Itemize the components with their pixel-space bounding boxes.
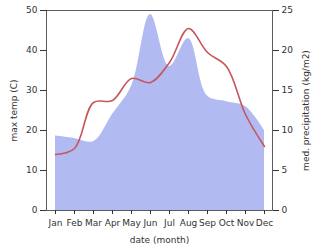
svg-text:Mar: Mar bbox=[85, 218, 102, 228]
svg-text:40: 40 bbox=[26, 45, 38, 55]
svg-text:20: 20 bbox=[26, 125, 38, 135]
svg-text:0: 0 bbox=[282, 205, 288, 215]
svg-text:date (month): date (month) bbox=[130, 235, 189, 245]
svg-text:10: 10 bbox=[26, 165, 38, 175]
svg-text:Feb: Feb bbox=[67, 218, 83, 228]
svg-text:10: 10 bbox=[282, 125, 294, 135]
svg-text:Jun: Jun bbox=[142, 218, 157, 228]
svg-text:Jul: Jul bbox=[163, 218, 175, 228]
svg-text:5: 5 bbox=[282, 165, 288, 175]
svg-text:0: 0 bbox=[32, 205, 38, 215]
svg-text:20: 20 bbox=[282, 45, 294, 55]
svg-text:25: 25 bbox=[282, 5, 293, 15]
svg-text:15: 15 bbox=[282, 85, 293, 95]
svg-text:30: 30 bbox=[26, 85, 38, 95]
svg-text:Dec: Dec bbox=[256, 218, 273, 228]
svg-text:Jan: Jan bbox=[48, 218, 63, 228]
svg-text:max temp (C): max temp (C) bbox=[9, 79, 19, 141]
svg-text:Nov: Nov bbox=[237, 218, 255, 228]
svg-text:50: 50 bbox=[26, 5, 38, 15]
svg-text:May: May bbox=[122, 218, 141, 228]
svg-text:Aug: Aug bbox=[180, 218, 198, 228]
svg-text:Apr: Apr bbox=[105, 218, 121, 228]
svg-text:Sep: Sep bbox=[199, 218, 216, 228]
svg-text:Oct: Oct bbox=[219, 218, 235, 228]
svg-text:med. precipitation (kg/m2): med. precipitation (kg/m2) bbox=[301, 50, 311, 171]
